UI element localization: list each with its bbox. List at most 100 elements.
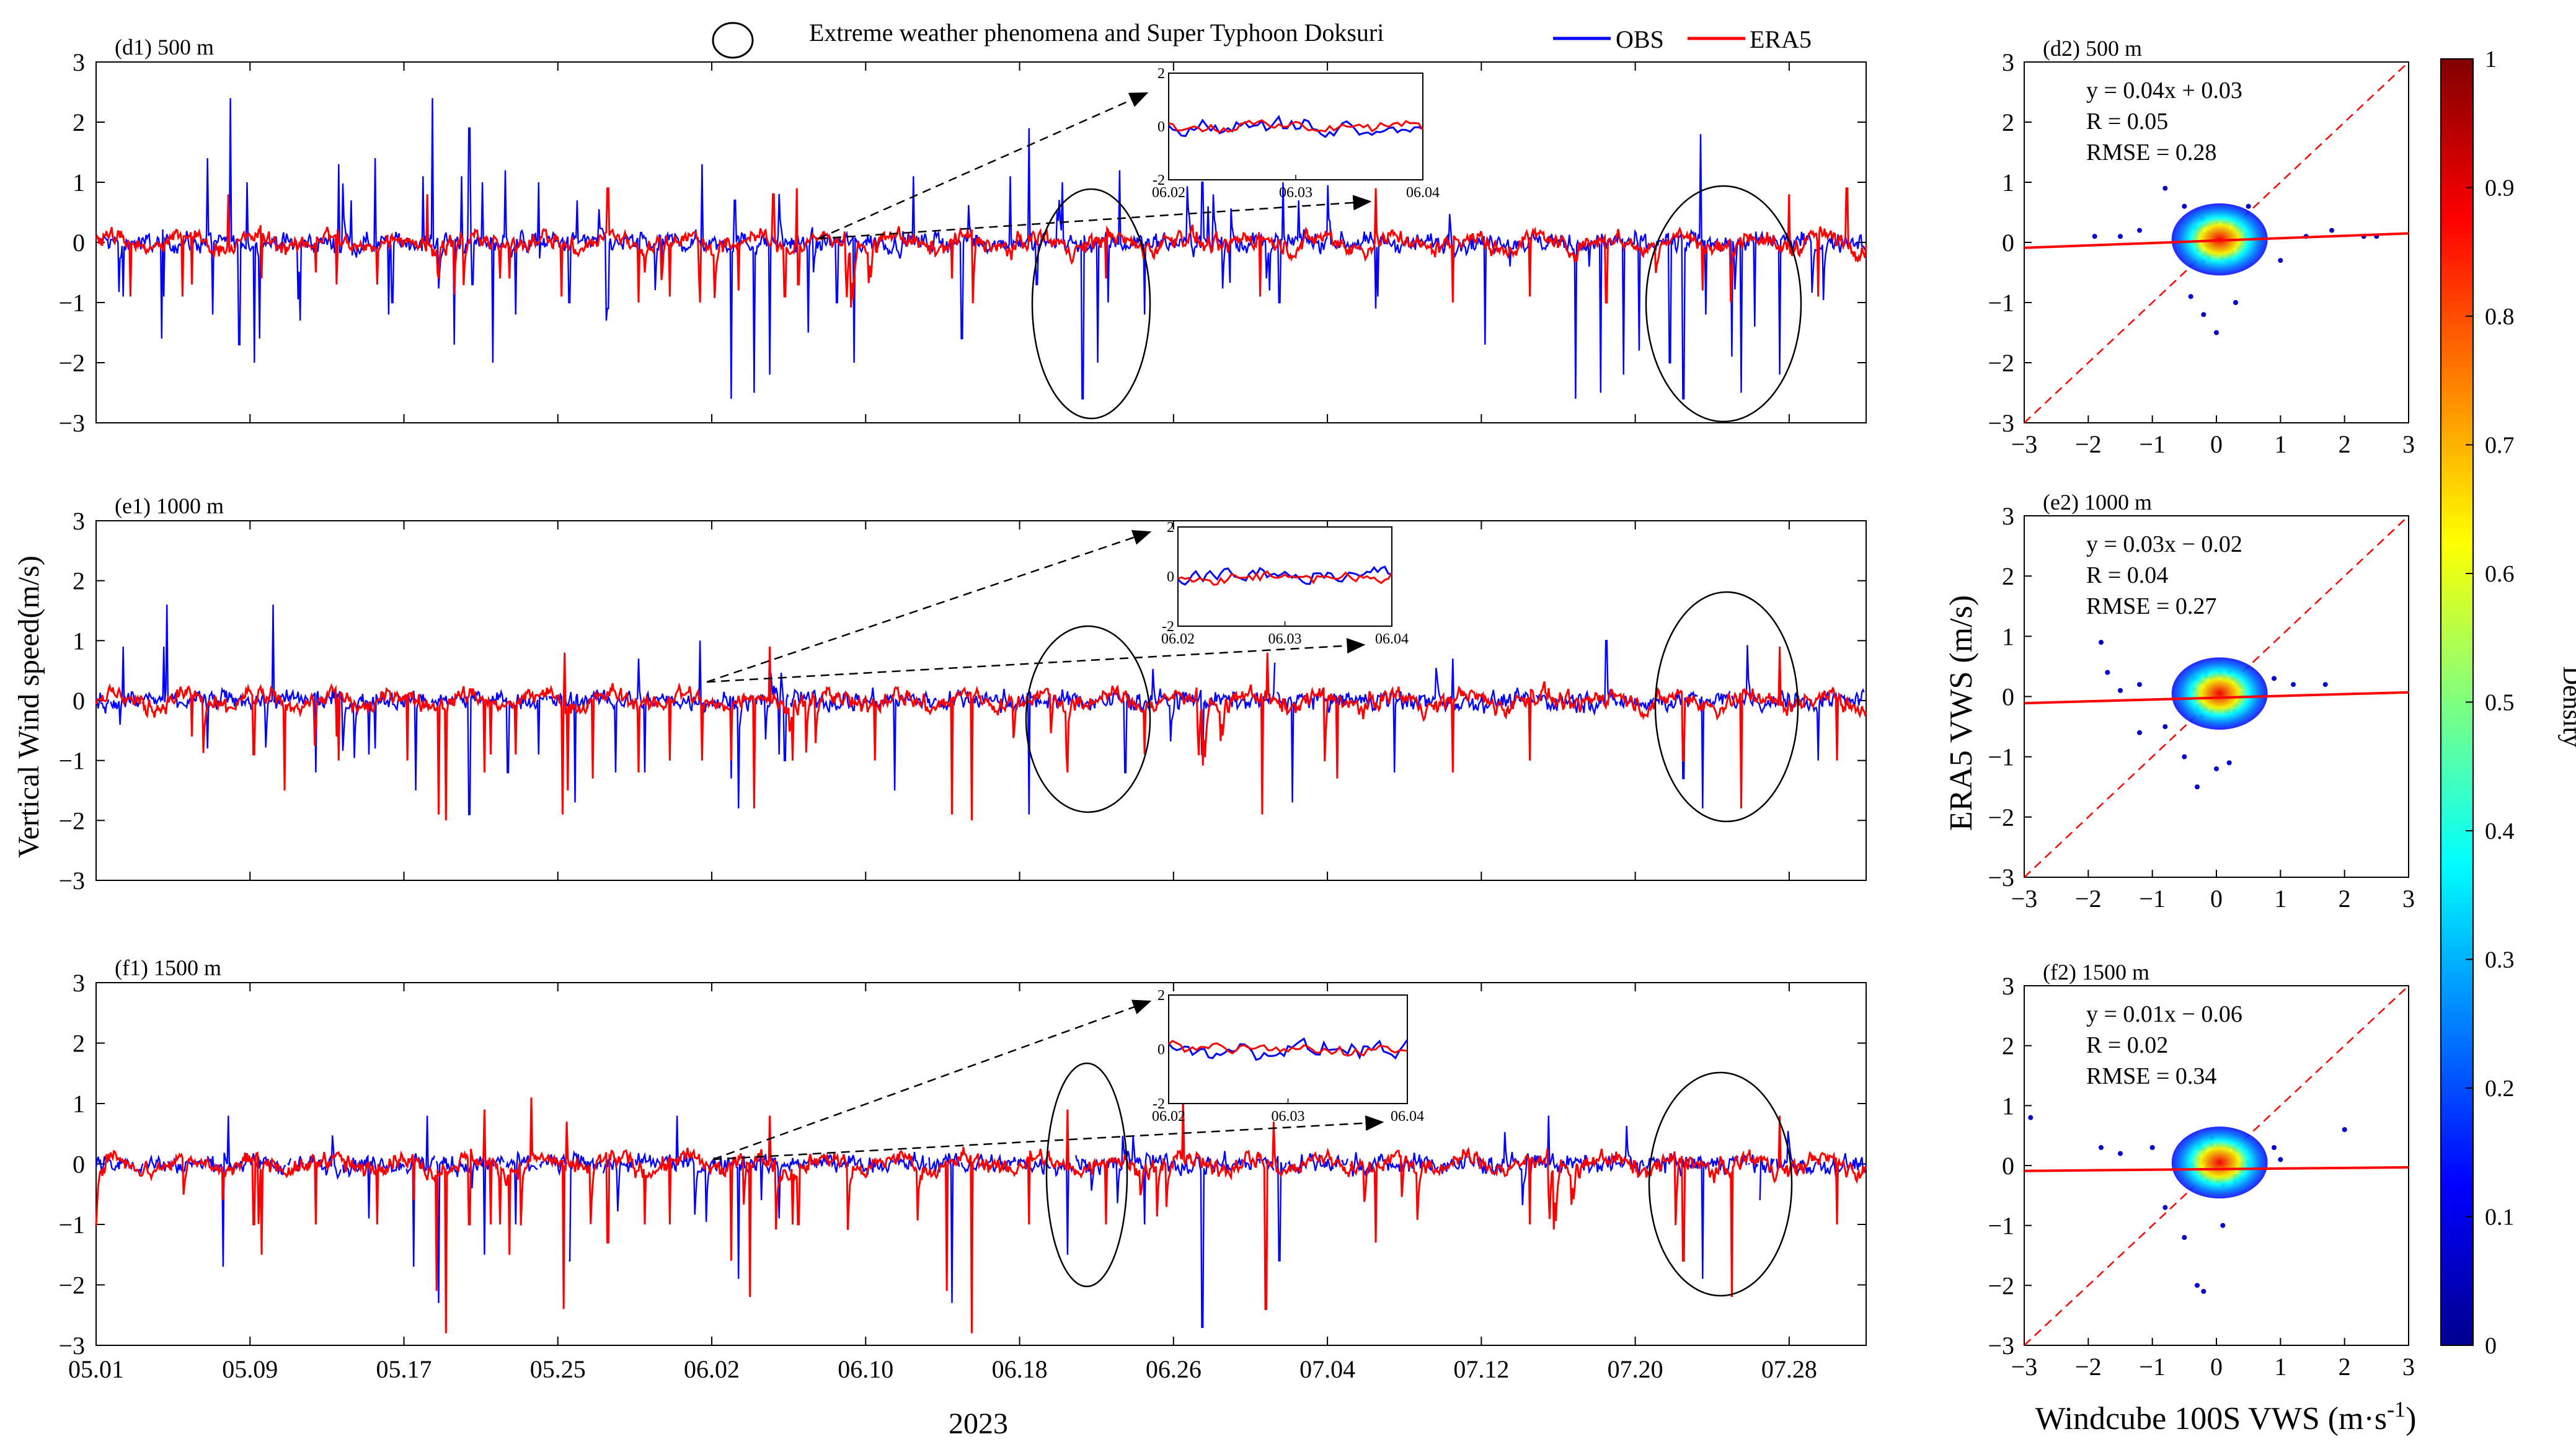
y-tick-label: −2 <box>58 1272 85 1299</box>
obs-line <box>342 1154 405 1219</box>
scatter-panel-3: −3−3 −2 −2 −1 −1 0 0 1 1 2 2 3 3 y = 0.01x − 0.06 R = … <box>1988 960 2415 1381</box>
obs-line <box>287 1157 292 1166</box>
y-tick-label: 1 <box>2002 1092 2014 1120</box>
panel-label: (d1) 500 m <box>115 35 214 60</box>
legend-obs-label: OBS <box>1616 25 1664 53</box>
y-tick-label: 3 <box>2002 48 2014 76</box>
inset-y-tick-label: 0 <box>1157 1042 1165 1058</box>
obs-line <box>141 604 430 791</box>
outlier-point <box>2195 1283 2200 1288</box>
inset-era5-line <box>1168 1040 1408 1057</box>
outlier-point <box>2149 1145 2155 1150</box>
inset-x-tick-label: 06.04 <box>1406 185 1440 201</box>
outlier-point <box>2182 754 2187 759</box>
scatter-panel-1: −3−3 −2 −2 −1 −1 0 0 1 1 2 2 3 3 y = 0.04x + 0.03 R = … <box>1988 36 2415 458</box>
outlier-point <box>2201 1289 2206 1294</box>
x-tick-label: 07.12 <box>1453 1355 1509 1383</box>
y-tick-label: 3 <box>2002 502 2014 530</box>
x-tick-label: 07.04 <box>1299 1355 1355 1383</box>
panel-label: (f2) 1500 m <box>2043 960 2149 985</box>
outlier-point <box>2201 312 2206 317</box>
colorbar-tick-label: 0.4 <box>2485 818 2515 844</box>
inset-y-tick-label: -2 <box>1153 1096 1165 1112</box>
outlier-point <box>2272 676 2277 681</box>
outlier-point <box>2233 300 2238 305</box>
inset-x-tick-label: 06.02 <box>1152 185 1185 201</box>
inset-y-tick-label: 0 <box>1157 119 1165 135</box>
obs-series <box>95 1115 1867 1328</box>
x-tick-label: −2 <box>2075 885 2102 913</box>
outlier-point <box>2137 228 2142 233</box>
outlier-point <box>2118 1151 2123 1156</box>
outlier-point <box>2105 670 2110 675</box>
obs-line <box>1052 1162 1074 1255</box>
era5-series <box>95 646 1867 821</box>
typhoon-ellipse <box>1031 188 1151 420</box>
inset-obs-line <box>1167 1037 1409 1061</box>
y-tick-label: 1 <box>2002 169 2014 197</box>
obs-line <box>167 1157 206 1174</box>
x-tick-label: −1 <box>2139 1353 2166 1381</box>
panel-label: (f1) 1500 m <box>115 955 221 980</box>
legend-ellipse-icon <box>712 22 754 59</box>
y-tick-label: 0 <box>2002 1152 2014 1180</box>
zoom-arrow <box>818 195 1372 240</box>
inset: 2 0 -206.02 06.03 06.04 <box>1152 66 1440 201</box>
inset-obs-line <box>1167 115 1423 138</box>
x-tick-label: 06.26 <box>1146 1355 1202 1383</box>
outlier-point <box>2162 1205 2168 1210</box>
outlier-point <box>2137 730 2142 735</box>
x-tick-label: 05.01 <box>68 1355 124 1383</box>
obs-line <box>928 1153 960 1303</box>
zoom-arrow <box>706 529 1152 683</box>
inset-y-tick-label: 0 <box>1167 569 1174 585</box>
outlier-point <box>2182 1235 2187 1240</box>
x-tick-label: 3 <box>2402 1353 2415 1381</box>
fit-equation: y = 0.03x − 0.02 <box>2086 531 2242 557</box>
outlier-point <box>2118 234 2123 239</box>
y-tick-label: 3 <box>73 48 85 76</box>
colorbar-tick-label: 0.5 <box>2485 690 2515 716</box>
inset: 2 0 -206.02 06.03 06.04 <box>1152 988 1424 1125</box>
outlier-point <box>2329 228 2334 233</box>
x-tick-label: −2 <box>2075 430 2102 458</box>
obs-line <box>405 1115 435 1267</box>
obs-line <box>924 689 937 709</box>
x-tick-label: 05.25 <box>530 1355 586 1383</box>
colorbar-tick-label: 0 <box>2485 1333 2497 1359</box>
x-tick-label: −3 <box>2011 885 2038 913</box>
outlier-point <box>2162 185 2168 191</box>
zoom-arrow <box>712 999 1152 1161</box>
panel-label: (e1) 1000 m <box>115 493 224 518</box>
legend-era5-label: ERA5 <box>1750 25 1812 53</box>
obs-line <box>1341 1158 1348 1166</box>
panel-label: (e2) 1000 m <box>2043 490 2152 515</box>
x-tick-label: 1 <box>2274 885 2286 913</box>
inset-x-tick-label: 06.03 <box>1272 1108 1305 1125</box>
outlier-point <box>2214 330 2219 335</box>
y-tick-label: −1 <box>58 289 85 317</box>
panel-label: (d2) 500 m <box>2043 36 2142 61</box>
outlier-point <box>2322 682 2328 688</box>
x-tick-label: 3 <box>2402 885 2415 913</box>
outlier-point <box>2028 1115 2034 1120</box>
obs-line <box>895 1152 928 1172</box>
y-tick-label: −1 <box>58 1211 85 1239</box>
y-tick-label: −3 <box>1988 1332 2014 1360</box>
scatter-x-axis-label: Windcube 100S VWS (m·s-1) <box>2035 1397 2417 1436</box>
obs-line <box>1349 1152 1439 1177</box>
outlier-point <box>2272 1145 2277 1150</box>
x-tick-label: −1 <box>2139 885 2166 913</box>
outlier-point <box>2118 688 2123 693</box>
x-tick-label: −1 <box>2139 430 2166 458</box>
era5-series <box>95 187 1867 308</box>
colorbar-tick-label: 0.6 <box>2485 561 2515 587</box>
colorbar-tick-label: 0.7 <box>2485 433 2515 459</box>
obs-line <box>206 1115 248 1267</box>
colorbar-tick-label: 0.8 <box>2485 304 2515 330</box>
obs-line <box>1645 1152 1708 1279</box>
inset-obs-line <box>1177 565 1392 586</box>
outlier-point <box>2099 1145 2104 1150</box>
obs-line <box>1275 1156 1287 1262</box>
